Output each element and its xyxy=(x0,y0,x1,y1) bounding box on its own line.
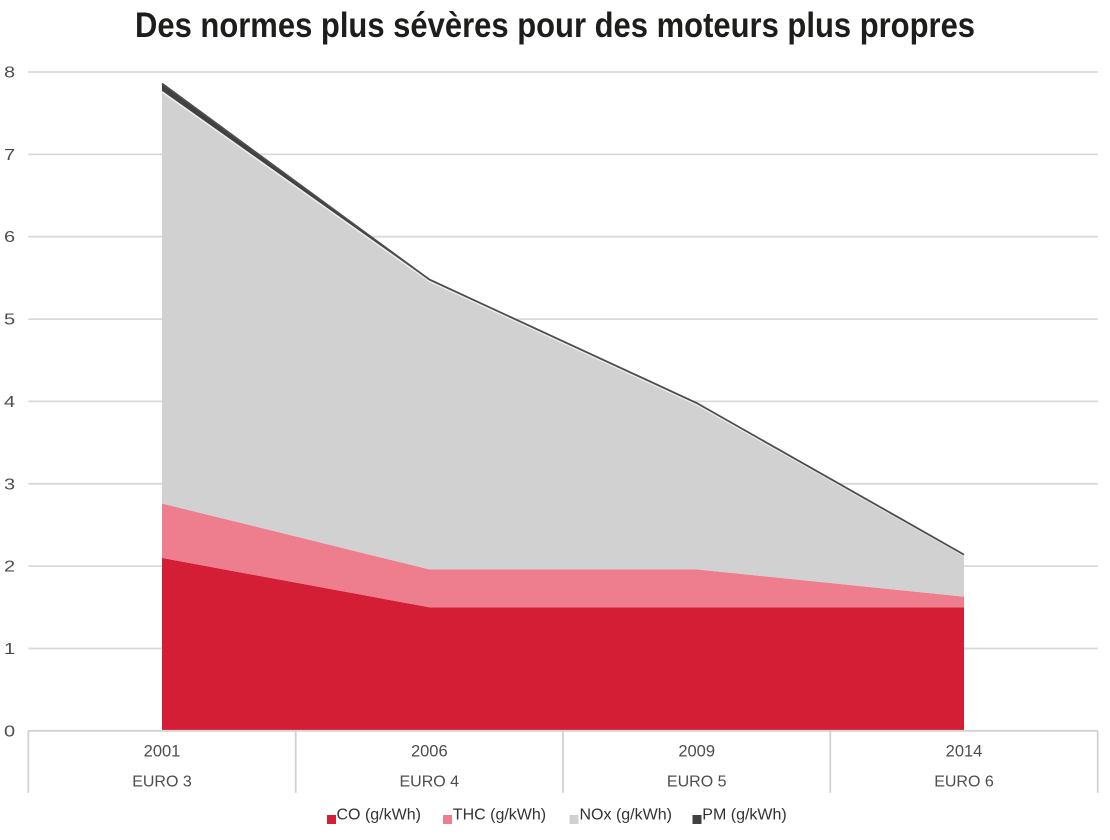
svg-text:NOx (g/kWh): NOx (g/kWh) xyxy=(580,807,672,824)
svg-text:1: 1 xyxy=(4,640,15,658)
svg-text:PM (g/kWh): PM (g/kWh) xyxy=(702,807,786,824)
svg-text:EURO 5: EURO 5 xyxy=(667,774,727,791)
svg-text:THC (g/kWh): THC (g/kWh) xyxy=(453,807,546,824)
svg-text:4: 4 xyxy=(4,393,15,411)
svg-text:EURO 6: EURO 6 xyxy=(934,774,994,791)
svg-text:2006: 2006 xyxy=(411,742,448,760)
svg-text:2001: 2001 xyxy=(144,742,181,760)
svg-text:2009: 2009 xyxy=(678,742,715,760)
svg-text:5: 5 xyxy=(4,310,15,328)
svg-text:8: 8 xyxy=(4,63,15,81)
svg-text:7: 7 xyxy=(4,146,15,164)
svg-text:3: 3 xyxy=(4,475,15,493)
svg-text:6: 6 xyxy=(4,228,15,246)
svg-text:2: 2 xyxy=(4,557,15,575)
svg-text:EURO 3: EURO 3 xyxy=(132,774,192,791)
svg-text:0: 0 xyxy=(4,722,15,740)
svg-text:2014: 2014 xyxy=(946,742,983,760)
svg-text:CO (g/kWh): CO (g/kWh) xyxy=(337,807,421,824)
svg-text:EURO 4: EURO 4 xyxy=(400,774,460,791)
